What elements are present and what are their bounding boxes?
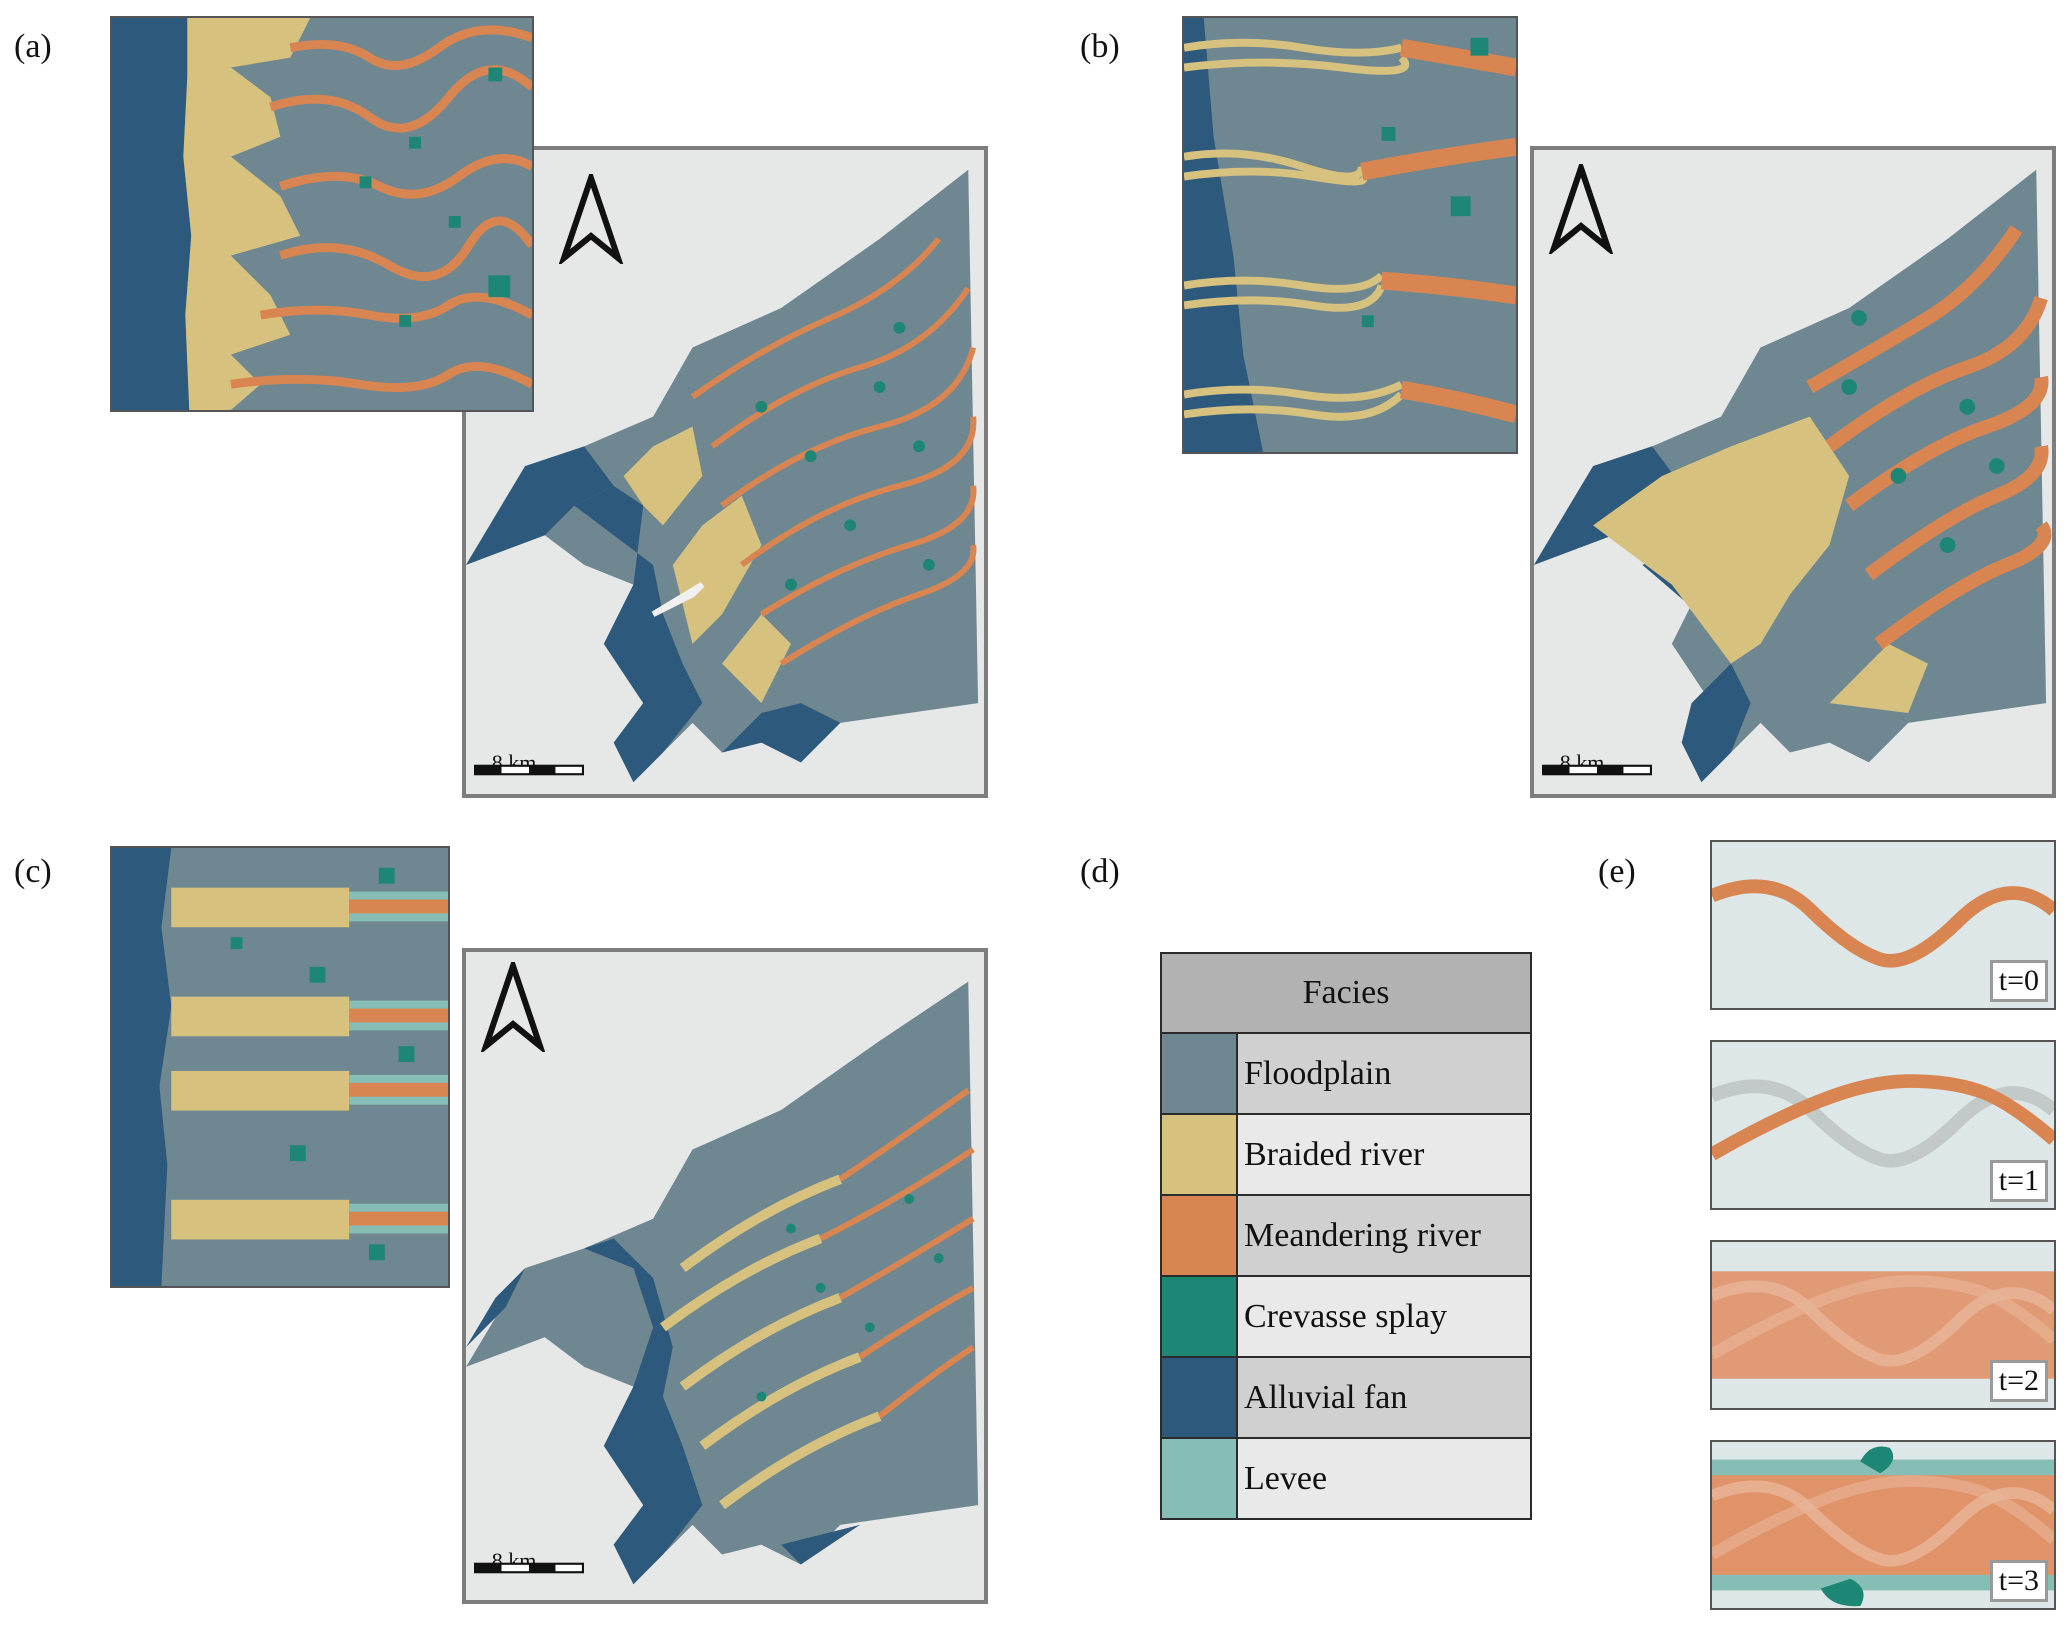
north-arrow-icon-c: [480, 962, 546, 1052]
time-label-1: t=1: [1989, 1160, 2048, 1202]
legend-swatch-alluvial-fan: [1162, 1358, 1238, 1437]
time-panel-3-graphic: [1712, 1446, 2054, 1607]
map-a-graphic: [466, 169, 979, 783]
time-panel-2: t=2: [1710, 1240, 2056, 1410]
legend-label-alluvial-fan: Alluvial fan: [1238, 1358, 1530, 1437]
map-c-graphic: [466, 981, 979, 1585]
inset-c-graphic: [112, 848, 448, 1286]
time-label-3: t=3: [1989, 1560, 2048, 1602]
inset-b-graphic: [1184, 18, 1516, 452]
legend-label-floodplain: Floodplain: [1238, 1034, 1530, 1113]
legend-swatch-levee: [1162, 1439, 1238, 1518]
time-panel-0-graphic: [1712, 879, 2054, 968]
time-panel-0: t=0: [1710, 840, 2056, 1010]
inset-a: [110, 16, 534, 412]
legend-item-alluvial-fan: Alluvial fan: [1162, 1358, 1530, 1439]
legend-swatch-meandering-river: [1162, 1196, 1238, 1275]
legend-label-levee: Levee: [1238, 1439, 1530, 1518]
legend-swatch-floodplain: [1162, 1034, 1238, 1113]
time-panel-1-graphic: [1712, 1074, 2054, 1168]
panel-label-a: (a): [14, 28, 52, 65]
legend-label-meandering-river: Meandering river: [1238, 1196, 1530, 1275]
scalebar-graphic-c: [474, 1562, 584, 1574]
legend-label-braided-river: Braided river: [1238, 1115, 1530, 1194]
time-panel-1: t=1: [1710, 1040, 2056, 1210]
scalebar-c: 8 km: [474, 1548, 584, 1588]
time-panel-3: t=3: [1710, 1440, 2056, 1610]
north-arrow-icon-b: [1548, 164, 1614, 254]
legend-item-floodplain: Floodplain: [1162, 1034, 1530, 1115]
legend-swatch-crevasse-splay: [1162, 1277, 1238, 1356]
legend-label-crevasse-splay: Crevasse splay: [1238, 1277, 1530, 1356]
scalebar-b: 8 km: [1542, 750, 1652, 790]
inset-b: [1182, 16, 1518, 454]
legend-item-crevasse-splay: Crevasse splay: [1162, 1277, 1530, 1358]
legend-swatch-braided-river: [1162, 1115, 1238, 1194]
panel-label-e: (e): [1598, 853, 1636, 890]
map-a: 8 km: [462, 146, 988, 798]
scalebar-a: 8 km: [474, 750, 584, 790]
panel-label-b: (b): [1080, 28, 1120, 65]
time-label-2: t=2: [1989, 1360, 2048, 1402]
map-b: 8 km: [1530, 146, 2056, 798]
scalebar-graphic-b: [1542, 764, 1652, 776]
map-c: 8 km: [462, 948, 988, 1604]
time-label-0: t=0: [1989, 960, 2048, 1002]
scalebar-graphic-a: [474, 764, 584, 776]
map-b-graphic: [1534, 169, 2052, 783]
inset-a-graphic: [112, 18, 532, 410]
legend-item-meandering-river: Meandering river: [1162, 1196, 1530, 1277]
panel-label-c: (c): [14, 853, 52, 890]
inset-c: [110, 846, 450, 1288]
facies-legend: Facies Floodplain Braided river Meanderi…: [1160, 952, 1532, 1520]
legend-item-levee: Levee: [1162, 1439, 1530, 1518]
north-arrow-icon: [558, 174, 624, 264]
legend-item-braided-river: Braided river: [1162, 1115, 1530, 1196]
legend-title: Facies: [1162, 954, 1530, 1034]
panel-label-d: (d): [1080, 853, 1120, 890]
